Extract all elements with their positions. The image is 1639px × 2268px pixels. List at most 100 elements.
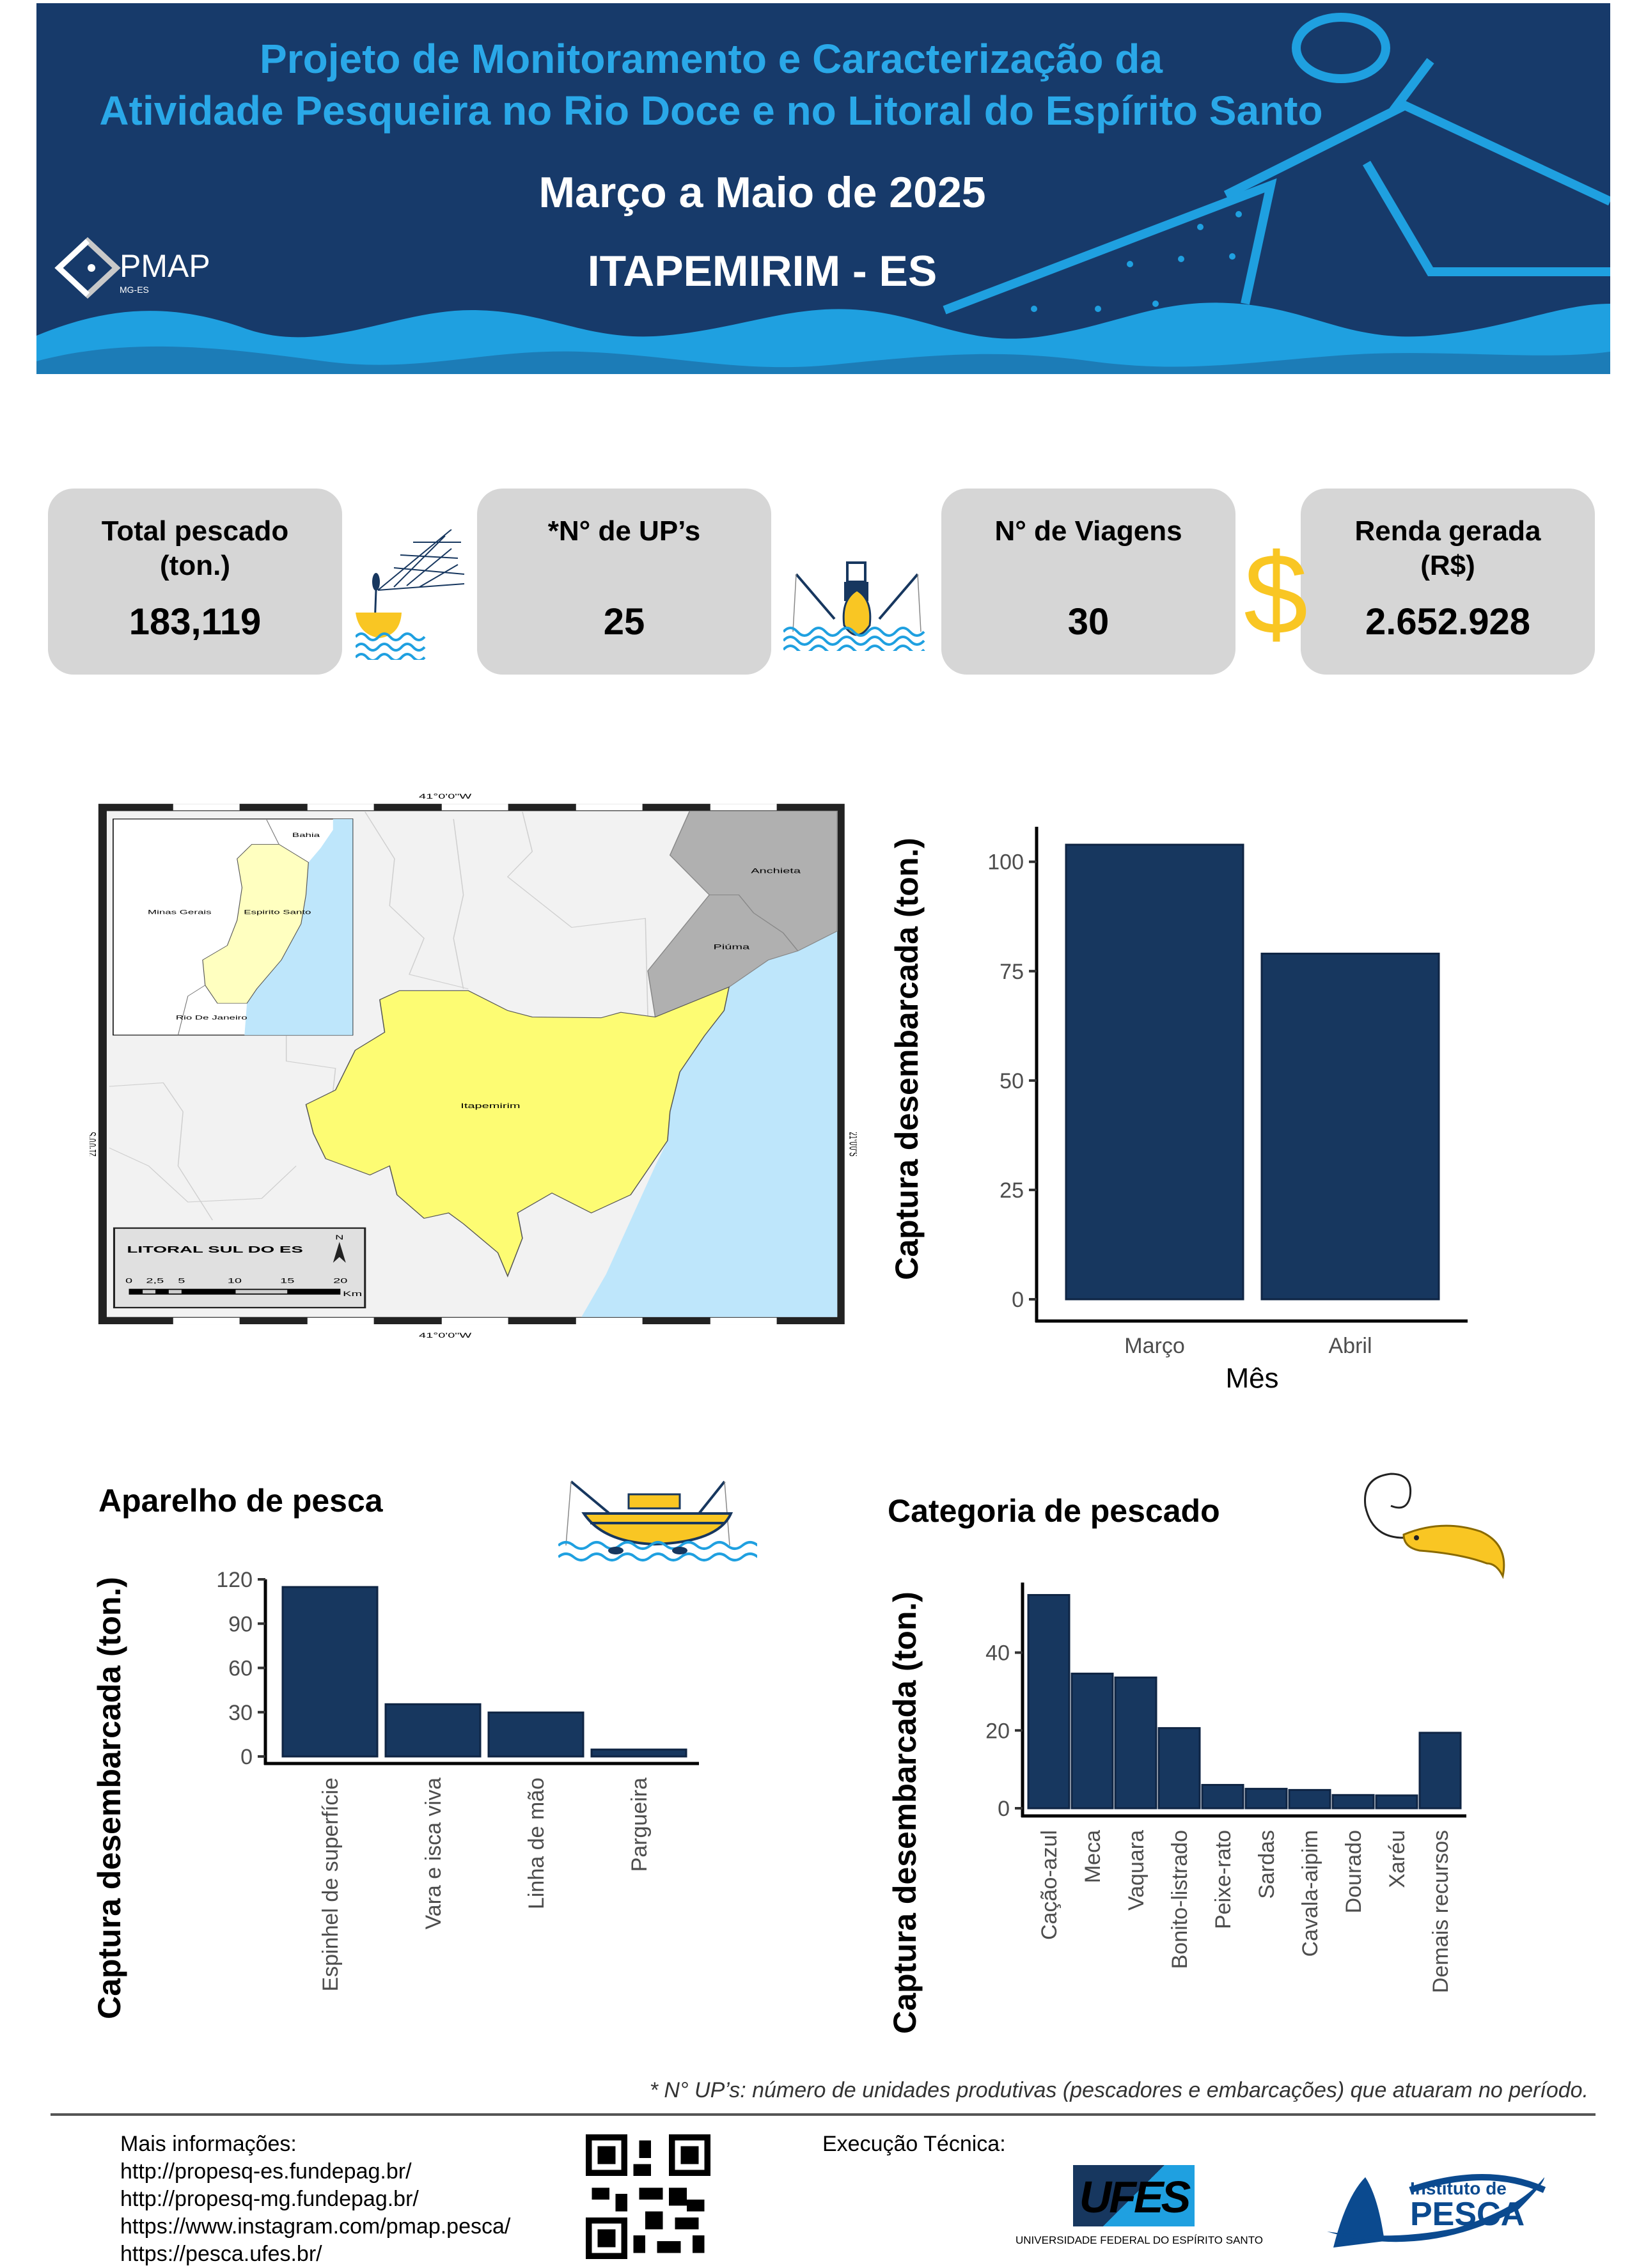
bar-meca bbox=[1070, 1672, 1114, 1810]
more-info-label: Mais informações: bbox=[120, 2132, 297, 2156]
y-axis-title: Captura desembarcada (ton.) bbox=[889, 838, 925, 1280]
scale-tick: 0 bbox=[125, 1277, 132, 1285]
y-tick-label: 90 bbox=[228, 1612, 253, 1636]
card-value: 25 bbox=[603, 601, 645, 643]
scale-tick: 2,5 bbox=[146, 1277, 164, 1285]
header-banner: Projeto de Monitoramento e Caracterizaçã… bbox=[36, 3, 1610, 374]
shrimp-icon bbox=[1364, 1473, 1505, 1579]
inset-label-espirito-santo: Espirito Santo bbox=[244, 909, 311, 915]
map-label-anchieta: Anchieta bbox=[751, 867, 801, 875]
y-tick-label: 30 bbox=[228, 1701, 253, 1725]
bar-xaréu bbox=[1375, 1794, 1418, 1810]
boat-decoration-icon bbox=[943, 13, 1610, 315]
dollar-icon: $ bbox=[1244, 530, 1308, 659]
ufes-logo-icon: UFES bbox=[1073, 2165, 1195, 2226]
categoria-section-title: Categoria de pescado bbox=[888, 1493, 1220, 1529]
bar-março bbox=[1065, 843, 1244, 1301]
y-tick-label: 75 bbox=[1000, 960, 1024, 984]
map-frame-ticks bbox=[173, 804, 777, 1325]
x-category-label: Março bbox=[1124, 1334, 1184, 1358]
card-label: *N° de UP’s bbox=[547, 515, 701, 547]
pesca-logo-line1: Instituto de bbox=[1410, 2178, 1507, 2198]
x-category-label: Pargueira bbox=[627, 1778, 652, 1872]
north-label: N bbox=[335, 1235, 343, 1242]
execution-label: Execução Técnica: bbox=[822, 2132, 1006, 2156]
bar-cação-azul bbox=[1027, 1593, 1070, 1810]
y-tick-label: 100 bbox=[987, 850, 1024, 875]
bar-pargueira bbox=[590, 1748, 687, 1758]
instituto-pesca-logo: Instituto de PESCA bbox=[1327, 2171, 1555, 2252]
north-arrow-icon bbox=[333, 1242, 346, 1263]
y-tick-label: 0 bbox=[1012, 1288, 1024, 1312]
boat-with-nets-icon bbox=[558, 1480, 757, 1561]
bar-chart-2: 0 20 40 Cação-azul Meca Vaquara Bonito-listrad… bbox=[887, 1583, 1466, 2034]
instituto-pesca-logo-icon bbox=[1327, 2174, 1546, 2248]
y-tick-label: 60 bbox=[228, 1657, 253, 1681]
bar-sardas bbox=[1244, 1788, 1288, 1810]
period-title: Março a Maio de 2025 bbox=[538, 168, 986, 217]
bar-abril bbox=[1260, 952, 1440, 1301]
bar-cavala-aipim bbox=[1288, 1788, 1331, 1810]
coord-top: 41°0'0"W bbox=[419, 793, 472, 801]
y-tick-label: 25 bbox=[1000, 1178, 1024, 1203]
ufes-logo-text: UFES bbox=[1079, 2172, 1191, 2222]
header-decoration bbox=[36, 13, 1610, 374]
card-renda-gerada: Renda gerada (R$) 2.652.928 bbox=[1301, 489, 1595, 675]
location-map: Anchieta Piúma Itapemirim Bahia Minas Ge… bbox=[90, 793, 857, 1340]
y-tick-label: 0 bbox=[240, 1745, 253, 1769]
bar-demais-recursos bbox=[1418, 1732, 1462, 1810]
x-category-label: Vaquara bbox=[1124, 1830, 1149, 1911]
x-category-label: Bonito-listrado bbox=[1168, 1830, 1192, 1969]
x-category-label: Cavala-aipim bbox=[1298, 1830, 1322, 1957]
card-label: N° de Viagens bbox=[994, 515, 1182, 547]
project-title-line1: Projeto de Monitoramento e Caracterizaçã… bbox=[260, 36, 1163, 82]
x-category-label: Linha de mão bbox=[524, 1778, 549, 1909]
card-label: Total pescado (ton.) bbox=[101, 515, 289, 581]
scale-tick: 5 bbox=[178, 1277, 185, 1285]
link-pesca-ufes[interactable]: https://pesca.ufes.br/ bbox=[120, 2242, 322, 2266]
scale-bar bbox=[129, 1288, 341, 1295]
x-category-label: Demais recursos bbox=[1429, 1830, 1453, 1993]
scale-tick: 20 bbox=[333, 1277, 347, 1285]
location-title: ITAPEMIRIM - ES bbox=[587, 247, 937, 295]
bar-chart-1: 0 30 60 90 120 Espinhel de superfície Vara e i… bbox=[91, 1568, 699, 2019]
scale-tick: 15 bbox=[280, 1277, 294, 1285]
card-total-pescado: Total pescado (ton.) 183,119 bbox=[48, 489, 342, 675]
map-sea bbox=[581, 931, 838, 1317]
inset-map: Bahia Minas Gerais Espirito Santo Rio De… bbox=[113, 818, 354, 1036]
y-tick-label: 120 bbox=[216, 1568, 253, 1592]
card-value: 30 bbox=[1067, 601, 1110, 643]
link-propesq-mg[interactable]: http://propesq-mg.fundepag.br/ bbox=[120, 2187, 419, 2211]
y-axis-title: Captura desembarcada (ton.) bbox=[91, 1577, 127, 2019]
x-category-label: Peixe-rato bbox=[1211, 1830, 1235, 1929]
pmap-logo-subtext: MG-ES bbox=[120, 285, 149, 295]
pesca-logo-line2: PESCA bbox=[1410, 2196, 1525, 2233]
footnote: * N° UP’s: número de unidades produtivas… bbox=[649, 2078, 1588, 2102]
x-category-label: Espinhel de superfície bbox=[318, 1778, 343, 1992]
coord-right: 21°0'0"S bbox=[846, 1132, 857, 1156]
bar-dourado bbox=[1331, 1794, 1375, 1810]
pmap-logo-icon bbox=[54, 237, 121, 299]
card-value: 183,119 bbox=[129, 601, 262, 643]
link-instagram[interactable]: https://www.instagram.com/pmap.pesca/ bbox=[120, 2214, 511, 2239]
scale-unit: Km bbox=[343, 1290, 362, 1298]
y-axis-title: Captura desembarcada (ton.) bbox=[887, 1592, 923, 2034]
project-title-line2: Atividade Pesqueira no Rio Doce e no Lit… bbox=[99, 88, 1323, 134]
map-legend-title: LITORAL SUL DO ES bbox=[127, 1244, 302, 1255]
bar-bonito-listrado bbox=[1157, 1727, 1201, 1810]
bar-chart-0: 0 25 50 75 100 Março Abril Captura desembarcada… bbox=[889, 827, 1468, 1394]
x-category-label: Abril bbox=[1328, 1334, 1372, 1358]
link-propesq-es[interactable]: http://propesq-es.fundepag.br/ bbox=[120, 2159, 412, 2184]
card-num-viagens: N° de Viagens 30 bbox=[941, 489, 1235, 675]
ufes-name: UNIVERSIDADE FEDERAL DO ESPÍRITO SANTO bbox=[1016, 2234, 1263, 2246]
coord-left: 21°0'0"S bbox=[90, 1132, 99, 1156]
qr-code-icon[interactable] bbox=[586, 2134, 710, 2259]
scale-tick: 10 bbox=[228, 1277, 242, 1285]
map-label-itapemirim: Itapemirim bbox=[460, 1102, 520, 1110]
y-tick-label: 0 bbox=[998, 1797, 1010, 1821]
header-waves bbox=[36, 302, 1610, 374]
inset-label-rio-de-janeiro: Rio De Janeiro bbox=[176, 1014, 247, 1021]
bar-linha-de-mão bbox=[487, 1711, 584, 1758]
aparelho-section-title: Aparelho de pesca bbox=[98, 1483, 383, 1519]
pmap-logo-text: PMAP bbox=[120, 248, 210, 284]
